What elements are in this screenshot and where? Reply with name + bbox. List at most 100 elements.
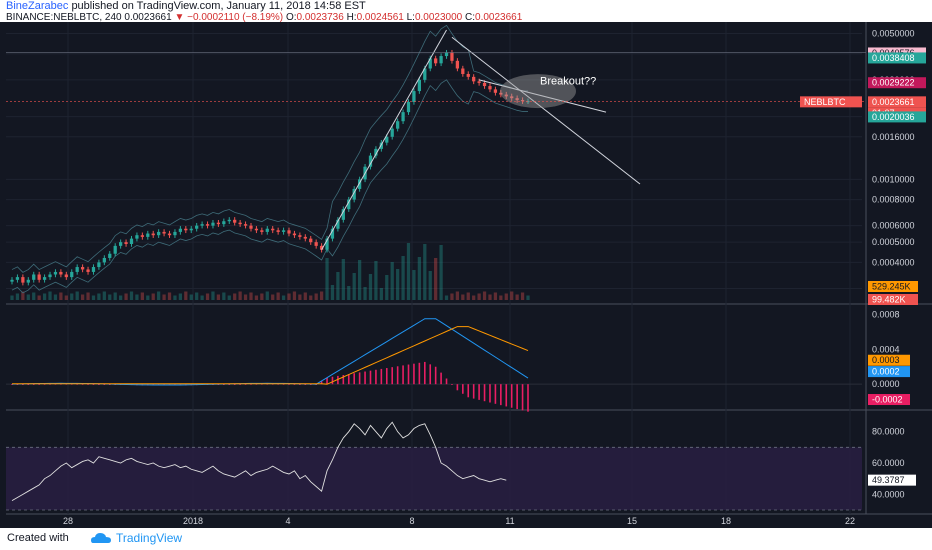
- macd-histogram-bar: [467, 384, 470, 398]
- price-tag-label: 0.0023661: [872, 97, 915, 107]
- macd-histogram-bar: [223, 384, 225, 385]
- rsi-pane: [6, 421, 862, 511]
- volume-bar: [102, 291, 106, 300]
- candle-body: [200, 224, 204, 226]
- candle-body: [26, 279, 30, 283]
- volume-bar: [341, 259, 345, 300]
- candle-body: [97, 262, 101, 268]
- volume-bar: [178, 293, 183, 300]
- volume-bar: [211, 291, 215, 300]
- volume-bar: [417, 257, 421, 300]
- candle-body: [466, 73, 470, 77]
- tradingview-logo[interactable]: TradingView: [90, 531, 182, 545]
- volume-bar: [108, 294, 112, 300]
- macd-histogram-bar: [500, 384, 502, 406]
- volume-bar: [412, 270, 416, 300]
- macd-histogram-bar: [337, 375, 339, 385]
- volume-bar: [482, 291, 487, 300]
- open-value: 0.0023736: [296, 12, 344, 23]
- candle-body: [439, 56, 443, 64]
- volume-bar: [238, 291, 242, 300]
- symbol-line: BINANCE:NEBLBTC, 240 0.0023661 ▼ −0.0002…: [6, 12, 522, 23]
- trendline-down: [451, 36, 641, 185]
- author-link[interactable]: BineZarabec: [6, 0, 69, 12]
- chart-grid: [0, 22, 932, 528]
- candle-body: [434, 58, 438, 64]
- volume-bar: [309, 295, 313, 300]
- volume-bar: [319, 291, 324, 300]
- candle-body: [292, 233, 297, 236]
- volume-bar: [97, 293, 101, 300]
- volume-bar: [80, 294, 85, 300]
- candle-body: [444, 52, 449, 57]
- candle-body: [243, 224, 248, 226]
- volume-bar: [42, 293, 47, 300]
- macd-tag-label: 0.0002: [872, 367, 900, 377]
- macd-histogram-bar: [402, 365, 404, 385]
- macd-histogram-bar: [228, 384, 231, 385]
- volume-bar: [59, 292, 63, 300]
- candle-body: [135, 235, 139, 239]
- rsi-tick-label: 40.0000: [872, 489, 905, 499]
- volume-bar: [254, 295, 259, 300]
- volume-bar: [162, 294, 166, 300]
- volume-bar: [455, 291, 460, 300]
- candle-body: [352, 188, 356, 200]
- volume-bar: [249, 292, 253, 300]
- macd-histogram-bar: [489, 384, 491, 403]
- volume-bar: [292, 291, 297, 300]
- candle-body: [129, 238, 134, 245]
- candle-body: [482, 82, 487, 87]
- candle-body: [472, 76, 476, 82]
- macd-histogram-bar: [483, 384, 486, 402]
- macd-histogram-bar: [456, 384, 459, 391]
- rsi-tick-label: 80.0000: [872, 427, 905, 437]
- price-tag: [868, 52, 926, 64]
- volume-bar: [233, 293, 237, 300]
- trendline-resistance: [478, 79, 607, 113]
- macd-histogram-bar: [87, 383, 89, 385]
- macd-histogram-bar: [244, 383, 247, 385]
- high-value: 0.0024561: [356, 12, 404, 23]
- volume-bar: [173, 295, 177, 300]
- volume-bar: [200, 295, 204, 300]
- candle-body: [42, 277, 47, 280]
- volume-bar: [157, 291, 161, 300]
- candle-body: [265, 228, 269, 232]
- candle-body: [173, 231, 177, 236]
- candle-body: [504, 94, 508, 97]
- time-tick-label: 2018: [183, 516, 203, 526]
- candle-body: [357, 179, 362, 189]
- time-tick-label: 18: [721, 516, 731, 526]
- published-text: published on TradingView.com, January 11…: [71, 0, 366, 12]
- volume-bar: [32, 292, 36, 300]
- candle-body: [249, 225, 253, 229]
- close-label: C:: [465, 12, 476, 23]
- volume-bar: [374, 261, 378, 300]
- macd-histogram-bar: [320, 381, 323, 385]
- macd-histogram-bar: [309, 384, 312, 385]
- price-tick-label: 0.0010000: [872, 174, 915, 184]
- time-tick-label: 8: [409, 516, 414, 526]
- candle-body: [151, 233, 155, 236]
- low-label: L:: [406, 12, 415, 23]
- candle-body: [211, 222, 215, 226]
- candle-body: [216, 222, 221, 225]
- close-value: 0.0023661: [475, 12, 523, 23]
- candle-body: [162, 231, 166, 234]
- macd-histogram-bar: [375, 369, 377, 385]
- macd-histogram-bar: [331, 376, 334, 385]
- candle-body: [15, 277, 20, 280]
- breakout-annotation: Breakout??: [540, 75, 596, 87]
- macd-histogram-bar: [472, 384, 475, 399]
- volume-bar: [281, 295, 286, 300]
- macd-histogram-bar: [434, 366, 437, 385]
- candle-body: [119, 242, 123, 246]
- candle-body: [401, 112, 405, 122]
- macd-histogram-bar: [364, 371, 366, 385]
- chart-canvas[interactable]: Breakout?? 0.00500000.00400000.00300000.…: [0, 22, 932, 528]
- volume-bar: [21, 291, 25, 300]
- volume-tag-label: 529.245K: [872, 282, 911, 292]
- candle-body: [510, 96, 514, 99]
- candle-body: [227, 219, 231, 222]
